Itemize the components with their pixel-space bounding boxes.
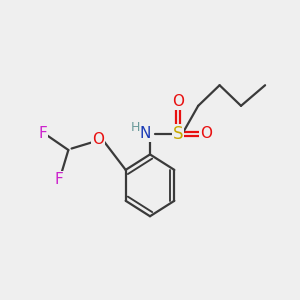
Text: S: S [173, 125, 183, 143]
Text: F: F [39, 126, 47, 141]
Text: O: O [172, 94, 184, 109]
Text: H: H [130, 122, 140, 134]
Text: N: N [140, 126, 151, 141]
Text: O: O [200, 126, 212, 141]
Text: F: F [55, 172, 63, 187]
Text: O: O [92, 132, 104, 147]
